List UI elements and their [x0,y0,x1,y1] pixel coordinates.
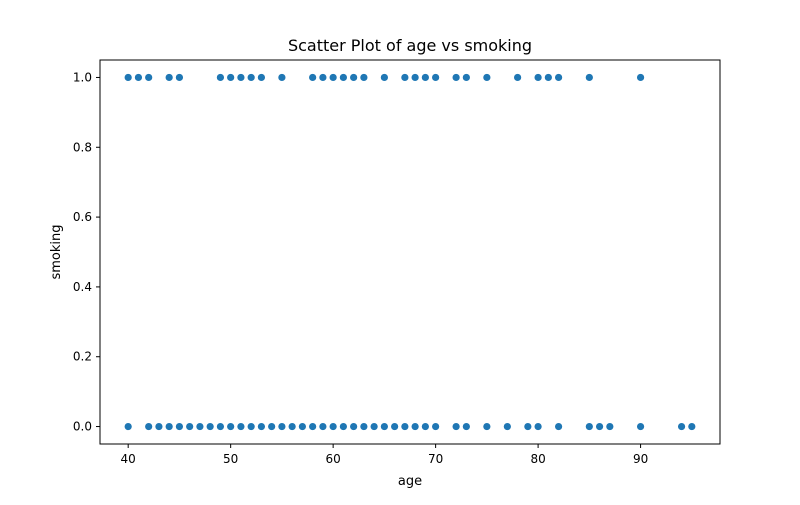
data-point [257,422,266,431]
data-point [236,73,246,82]
data-point [677,422,686,431]
data-point [636,73,645,82]
data-point [236,422,246,431]
data-point [308,73,318,82]
data-point [328,73,338,82]
data-point [144,422,154,431]
data-point [134,73,143,82]
data-point [595,422,604,431]
y-tick-label: 0.0 [73,420,92,434]
plot-frame [99,59,721,445]
data-point [185,422,195,431]
x-axis: 40 50 60 70 80 90 [121,444,648,466]
data-point [379,422,389,431]
data-point [318,422,328,431]
data-point [584,422,594,431]
data-point [308,422,318,431]
data-point [461,422,471,431]
data-point [205,422,215,431]
y-tick-label: 1.0 [73,70,92,84]
x-tick-label: 70 [428,452,443,466]
data-point [338,73,348,82]
data-point [359,73,369,82]
data-point [420,73,430,82]
data-point [318,73,328,82]
data-point [554,422,563,431]
data-point [349,422,359,431]
data-point [431,422,441,431]
x-tick-label: 50 [223,452,238,466]
data-point [175,422,184,431]
y-axis: 0.0 0.2 0.4 0.6 0.8 1.0 [73,70,100,434]
data-point [144,73,154,82]
x-tick-label: 40 [121,452,136,466]
y-tick-label: 0.8 [73,140,92,154]
data-point [123,422,133,431]
data-point [420,422,430,431]
y-tick-label: 0.2 [73,350,92,364]
data-point [154,422,164,431]
y-tick-label: 0.4 [73,280,92,294]
data-point [687,422,697,431]
data-point [164,422,174,431]
data-point [584,73,594,82]
data-point [216,73,225,82]
data-point [390,422,400,431]
data-point [349,73,359,82]
data-point [338,422,348,431]
x-tick-label: 80 [530,452,545,466]
data-point [482,422,492,431]
data-point [523,422,533,431]
data-point [451,422,461,431]
data-point [636,422,645,431]
data-point [410,73,420,82]
x-tick-label: 60 [325,452,340,466]
data-point [461,73,471,82]
data-point [400,73,410,82]
x-axis-label: age [398,474,422,489]
data-point [482,73,492,82]
data-point [554,73,563,82]
x-tick-label: 90 [633,452,648,466]
data-point [216,422,225,431]
data-point [297,422,307,431]
data-point [533,422,543,431]
data-point [513,73,523,82]
data-point [410,422,420,431]
data-points [123,73,697,431]
data-point [287,422,297,431]
data-point [195,422,205,431]
data-point [246,422,256,431]
data-point [533,73,543,82]
data-point [379,73,389,82]
data-point [226,73,236,82]
data-point [451,73,461,82]
data-point [369,422,379,431]
chart-title: Scatter Plot of age vs smoking [288,36,532,55]
data-point [257,73,266,82]
data-point [431,73,441,82]
data-point [277,73,287,82]
data-point [502,422,512,431]
data-point [605,422,615,431]
data-point [400,422,410,431]
data-point [267,422,277,431]
data-point [123,73,133,82]
data-point [175,73,184,82]
data-point [543,73,553,82]
data-point [226,422,236,431]
data-point [164,73,174,82]
data-point [246,73,256,82]
data-point [359,422,369,431]
y-axis-label: smoking [49,224,64,279]
data-point [328,422,338,431]
data-point [277,422,287,431]
y-tick-label: 0.6 [73,210,92,224]
